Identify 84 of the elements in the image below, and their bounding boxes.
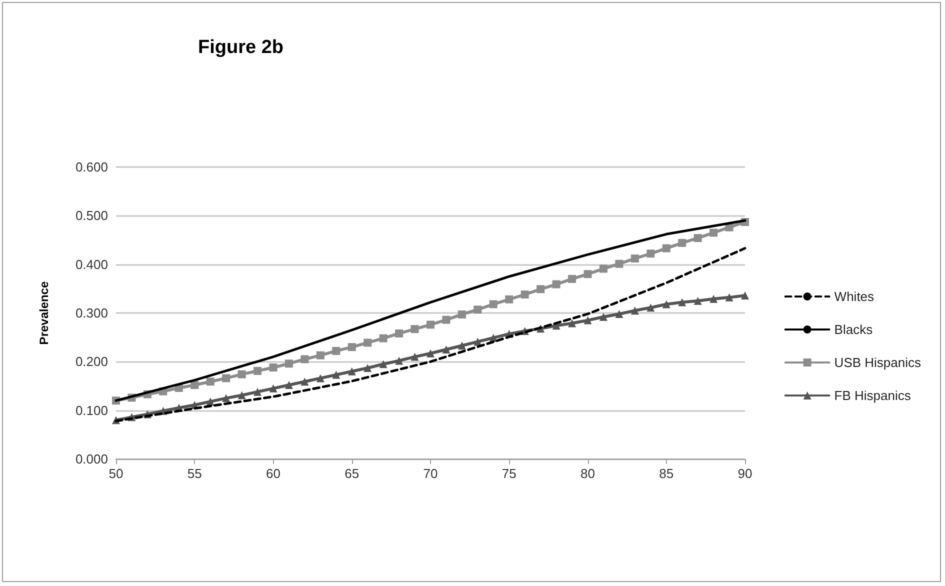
x-tick-label: 55: [187, 466, 202, 481]
point: [552, 280, 560, 288]
point: [364, 338, 372, 347]
y-tick-label: 0.500: [75, 208, 108, 224]
y-tick-label: 0.100: [75, 402, 108, 418]
legend-label: Blacks: [834, 322, 874, 337]
point: [505, 295, 514, 304]
point: [489, 300, 498, 308]
point: [395, 356, 404, 365]
point: [442, 316, 450, 324]
point: [568, 274, 576, 283]
point: [662, 244, 670, 252]
point: [426, 349, 434, 358]
point: [725, 293, 734, 302]
y-tick-label: 0.600: [75, 160, 108, 174]
point: [254, 388, 262, 396]
point: [442, 346, 450, 354]
point: [332, 370, 340, 379]
x-tick-label: 90: [738, 466, 752, 481]
point: [316, 351, 324, 360]
point: [348, 343, 356, 352]
legend-label: USB Hispanics: [834, 355, 922, 370]
point: [316, 374, 324, 382]
point: [222, 374, 230, 382]
y-tick-label: 0.200: [75, 354, 108, 370]
point: [254, 366, 262, 375]
point: [520, 290, 529, 299]
point: [300, 378, 309, 386]
point: [599, 312, 608, 321]
point: [568, 319, 576, 328]
point: [710, 294, 718, 303]
point: [694, 296, 702, 305]
point: [646, 250, 655, 258]
x-tick-label: 75: [502, 466, 516, 481]
point: [284, 360, 293, 368]
point: [662, 300, 670, 308]
x-tick-label: 65: [344, 466, 360, 481]
point: [206, 378, 214, 386]
y-axis-title: Prevalence: [37, 280, 51, 345]
chart-title: Figure 2b: [198, 37, 284, 58]
point: [584, 270, 592, 278]
x-tick-label: 60: [266, 466, 280, 481]
point: [269, 364, 278, 372]
point: [284, 381, 293, 390]
point: [584, 316, 592, 324]
point: [678, 298, 686, 306]
point: [615, 260, 624, 268]
point: [190, 381, 199, 390]
x-tick-label: 70: [423, 466, 438, 481]
point: [536, 285, 545, 294]
x-tick-label: 85: [659, 466, 674, 481]
point: [458, 310, 466, 318]
x-tick-label: 50: [108, 466, 124, 481]
point: [364, 364, 372, 372]
point: [458, 342, 466, 350]
point: [379, 360, 388, 368]
point: [426, 320, 434, 329]
point: [238, 391, 246, 400]
legend-label: Whites: [834, 289, 875, 304]
point: [300, 355, 309, 364]
point: [694, 234, 702, 242]
point: [222, 394, 230, 402]
point: [646, 304, 655, 312]
point: [630, 254, 639, 262]
y-tick-label: 0.300: [75, 306, 108, 320]
point: [410, 352, 419, 361]
x-tick-label: 80: [580, 466, 595, 481]
y-tick-label: 0.000: [75, 452, 108, 466]
point: [410, 325, 419, 334]
point: [269, 384, 278, 392]
point: [741, 291, 749, 300]
point: [474, 306, 482, 314]
point: [710, 228, 718, 237]
point: [379, 334, 388, 342]
point: [615, 310, 624, 318]
point: [630, 306, 639, 315]
point: [678, 238, 686, 247]
point: [348, 367, 356, 376]
point: [332, 346, 340, 355]
point: [395, 329, 404, 338]
y-tick-label: 0.400: [75, 256, 108, 272]
point: [599, 264, 608, 273]
point: [238, 370, 246, 378]
legend-label: FB Hispanics: [834, 388, 912, 403]
